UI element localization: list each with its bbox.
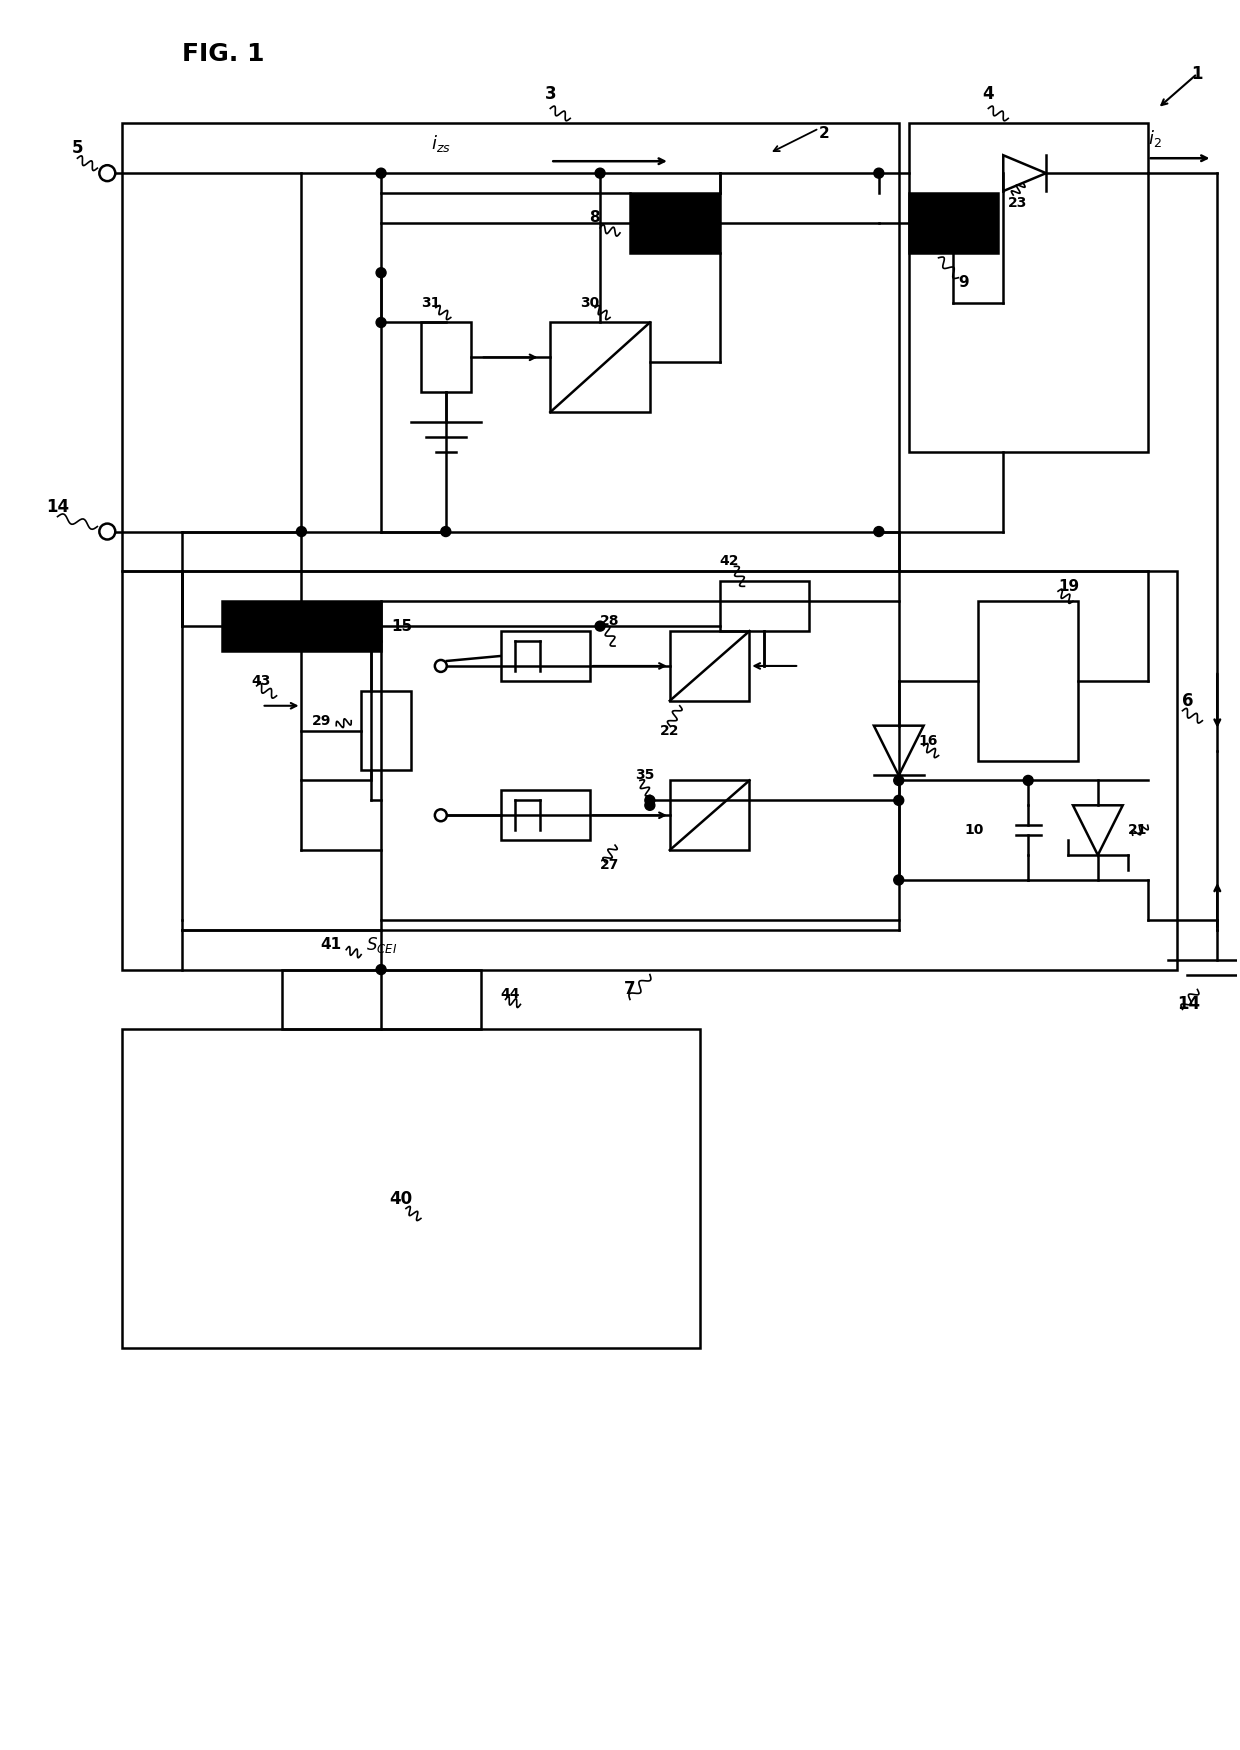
Circle shape	[440, 527, 451, 537]
Bar	[630, 192, 719, 252]
Text: 35: 35	[635, 768, 655, 782]
Text: 7: 7	[624, 980, 636, 999]
Bar	[123, 570, 1178, 970]
Text: 23: 23	[1008, 196, 1028, 210]
Text: 44: 44	[501, 987, 520, 1001]
Circle shape	[645, 800, 655, 810]
Circle shape	[376, 268, 386, 278]
Text: 14: 14	[1178, 996, 1200, 1013]
Text: 19: 19	[1058, 579, 1079, 593]
Circle shape	[595, 621, 605, 632]
Text: $i_2$: $i_2$	[1148, 128, 1162, 149]
Circle shape	[894, 775, 904, 786]
Text: 31: 31	[422, 296, 440, 310]
Text: 41: 41	[320, 938, 341, 952]
Text: 8: 8	[589, 210, 600, 226]
Bar	[551, 322, 650, 411]
Text: 3: 3	[544, 84, 556, 103]
Text: 21: 21	[1127, 822, 1147, 836]
Text: 28: 28	[600, 614, 620, 628]
Bar	[670, 632, 749, 700]
Text: 2: 2	[820, 126, 830, 140]
Bar	[361, 691, 410, 770]
Circle shape	[645, 794, 655, 805]
Text: 30: 30	[580, 296, 600, 310]
Bar	[123, 1029, 699, 1348]
Bar	[501, 791, 590, 840]
Circle shape	[376, 168, 386, 178]
Text: 29: 29	[312, 714, 331, 728]
Text: 42: 42	[719, 555, 739, 569]
Text: 14: 14	[46, 497, 69, 516]
Circle shape	[874, 168, 884, 178]
Text: 5: 5	[72, 140, 83, 158]
Text: 1: 1	[1192, 65, 1203, 82]
Circle shape	[1023, 775, 1033, 786]
Circle shape	[595, 168, 605, 178]
Bar	[909, 124, 1148, 452]
Text: 22: 22	[660, 724, 680, 738]
Circle shape	[874, 527, 884, 537]
Bar	[123, 124, 899, 570]
Bar	[420, 322, 471, 392]
Bar	[719, 581, 810, 632]
Text: 16: 16	[919, 733, 937, 747]
Circle shape	[894, 875, 904, 886]
Text: 15: 15	[391, 618, 412, 634]
Text: FIG. 1: FIG. 1	[182, 42, 264, 66]
Bar	[670, 780, 749, 850]
Circle shape	[296, 527, 306, 537]
Text: 4: 4	[982, 84, 994, 103]
Text: $i_{zs}$: $i_{zs}$	[430, 133, 451, 154]
Bar	[909, 192, 998, 252]
Text: 9: 9	[959, 275, 970, 290]
Text: $S_{CEI}$: $S_{CEI}$	[366, 934, 397, 956]
Text: 40: 40	[389, 1190, 413, 1207]
Circle shape	[376, 964, 386, 975]
Bar	[501, 632, 590, 681]
Bar	[978, 602, 1078, 761]
Bar	[281, 970, 481, 1029]
Bar	[381, 602, 899, 921]
Bar	[222, 602, 381, 651]
Text: 6: 6	[1183, 691, 1194, 710]
Circle shape	[894, 794, 904, 805]
Bar	[301, 640, 371, 780]
Circle shape	[376, 317, 386, 327]
Text: 43: 43	[252, 674, 272, 688]
Text: 27: 27	[600, 858, 620, 872]
Text: 10: 10	[963, 822, 983, 836]
